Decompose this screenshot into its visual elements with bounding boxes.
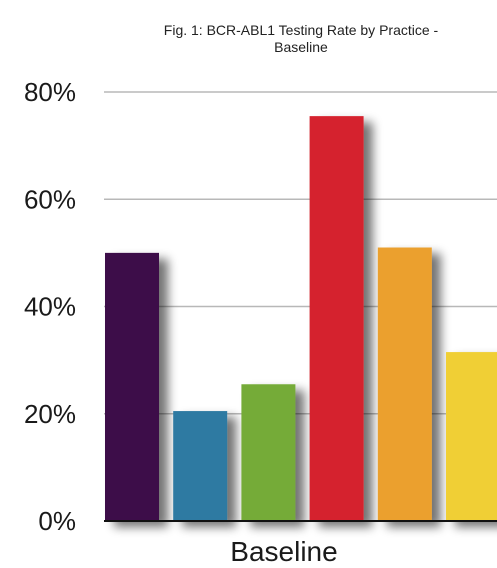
bar (377, 247, 432, 521)
bar (446, 352, 497, 521)
y-tick-label: 0% (38, 506, 76, 536)
y-tick-label: 80% (24, 77, 76, 107)
bar (241, 384, 296, 521)
gridlines (104, 91, 497, 415)
y-tick-label: 40% (24, 292, 76, 322)
bar (309, 116, 364, 521)
bar (105, 252, 159, 521)
bars (105, 116, 497, 521)
chart-title-line-2: Baseline (274, 39, 328, 55)
bar (173, 411, 228, 521)
y-tick-label: 60% (24, 184, 76, 214)
category-label: Baseline (230, 536, 337, 567)
y-tick-label: 20% (24, 399, 76, 429)
chart-title-line-1: Fig. 1: BCR-ABL1 Testing Rate by Practic… (164, 22, 439, 38)
y-axis-ticks: 0% 20% 40% 60% 80% (24, 77, 76, 536)
